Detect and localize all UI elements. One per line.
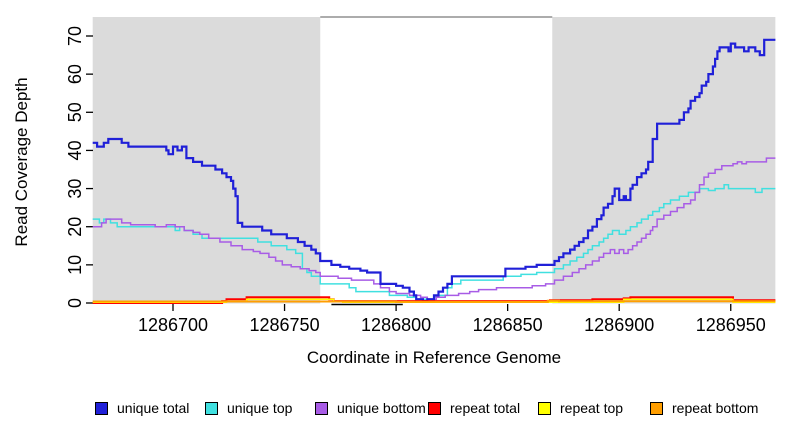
x-tick-label: 1286700 bbox=[138, 315, 208, 335]
y-tick-label: 0 bbox=[65, 298, 85, 308]
legend-swatch-repeat-top bbox=[538, 401, 551, 415]
legend-item-unique-bottom: unique bottom bbox=[315, 400, 426, 416]
shading-layer bbox=[92, 16, 776, 304]
legend-swatch-repeat-total bbox=[428, 401, 441, 415]
series-line-repeat-bottom bbox=[92, 299, 776, 303]
y-axis-title: Read Coverage Depth bbox=[12, 77, 31, 246]
x-tick-label: 1286800 bbox=[361, 315, 431, 335]
y-tick-label: 70 bbox=[65, 26, 85, 46]
x-tick-label: 1286850 bbox=[473, 315, 543, 335]
y-tick-label: 30 bbox=[65, 179, 85, 199]
legend-item-unique-total: unique total bbox=[95, 400, 189, 416]
x-tick-label: 1286900 bbox=[584, 315, 654, 335]
legend-label: unique total bbox=[117, 400, 190, 416]
x-tick-label: 1286750 bbox=[250, 315, 320, 335]
legend-swatch-unique-total bbox=[95, 401, 108, 415]
series-line-unique-bottom bbox=[92, 157, 776, 300]
legend-item-repeat-bottom: repeat bottom bbox=[650, 400, 758, 416]
series-line-unique-total bbox=[92, 38, 776, 303]
legend-swatch-unique-bottom bbox=[315, 401, 328, 415]
y-tick-label: 20 bbox=[65, 217, 85, 237]
legend-item-repeat-top: repeat top bbox=[538, 400, 623, 416]
series-line-unique-top bbox=[92, 184, 776, 300]
x-tick-label: 1286950 bbox=[696, 315, 766, 335]
legend-swatch-unique-top bbox=[205, 401, 218, 415]
series-layer bbox=[92, 38, 776, 306]
legend-label: repeat bottom bbox=[672, 400, 759, 416]
legend-label: unique bottom bbox=[337, 400, 426, 416]
y-tick-label: 60 bbox=[65, 64, 85, 84]
x-axis-title: Coordinate in Reference Genome bbox=[307, 348, 561, 367]
shaded-region-left-flank bbox=[92, 17, 321, 304]
y-tick-label: 10 bbox=[65, 255, 85, 275]
legend-swatch-repeat-bottom bbox=[650, 401, 663, 415]
y-tick-label: 50 bbox=[65, 102, 85, 122]
legend-label: unique top bbox=[227, 400, 293, 416]
legend-label: repeat total bbox=[450, 400, 521, 416]
legend-item-repeat-total: repeat total bbox=[428, 400, 520, 416]
y-tick-label: 40 bbox=[65, 140, 85, 160]
legend-label: repeat top bbox=[560, 400, 624, 416]
legend-item-unique-top: unique top bbox=[205, 400, 292, 416]
shaded-region-right-flank bbox=[552, 17, 776, 304]
axis-layer: 1286700 1286750 1286800 1286850 1286900 12869… bbox=[65, 26, 766, 335]
